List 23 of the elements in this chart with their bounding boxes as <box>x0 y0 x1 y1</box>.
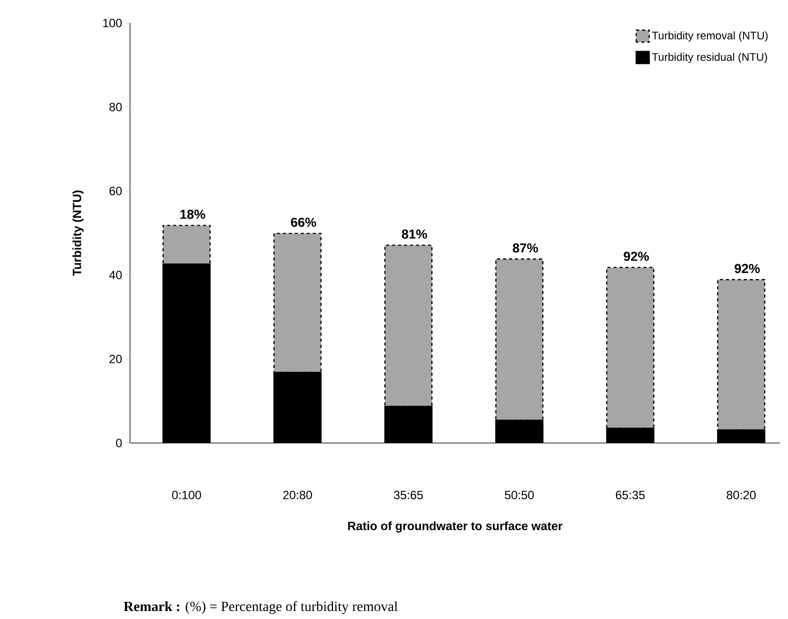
x-tick-label: 20:80 <box>283 490 312 500</box>
annotation: 92% <box>624 252 649 261</box>
x-tick-label: 65:35 <box>616 490 645 500</box>
x-tick-label: 50:50 <box>504 490 534 500</box>
x-tick-label: 80:20 <box>726 490 756 500</box>
y-tick-label: 20 <box>110 354 122 364</box>
annotation: 81% <box>402 229 428 239</box>
legend-label: Turbidity removal (NTU) <box>652 31 768 42</box>
y-tick-label: 100 <box>103 18 122 28</box>
x-tick-label: 35:65 <box>394 490 423 500</box>
annotation: 18% <box>180 210 206 219</box>
y-tick-label: 60 <box>110 186 122 196</box>
text: Remark : (%) = Percentage of turbidity removal <box>124 601 398 614</box>
x-tick-label: 0:100 <box>172 490 202 500</box>
y-tick-label: 40 <box>109 270 122 280</box>
y-tick-label: 80 <box>109 102 122 112</box>
y-tick-label: 0 <box>116 438 122 448</box>
annotation: 92% <box>734 264 760 274</box>
annotation: 87% <box>512 243 538 253</box>
y-axis-title: Turbidity (NTU) <box>72 190 84 276</box>
legend-label: Turbidity residual (NTU) <box>652 52 768 64</box>
x-axis-title: Ratio of groundwater to surface water <box>348 521 562 533</box>
annotation: 66% <box>291 218 316 227</box>
